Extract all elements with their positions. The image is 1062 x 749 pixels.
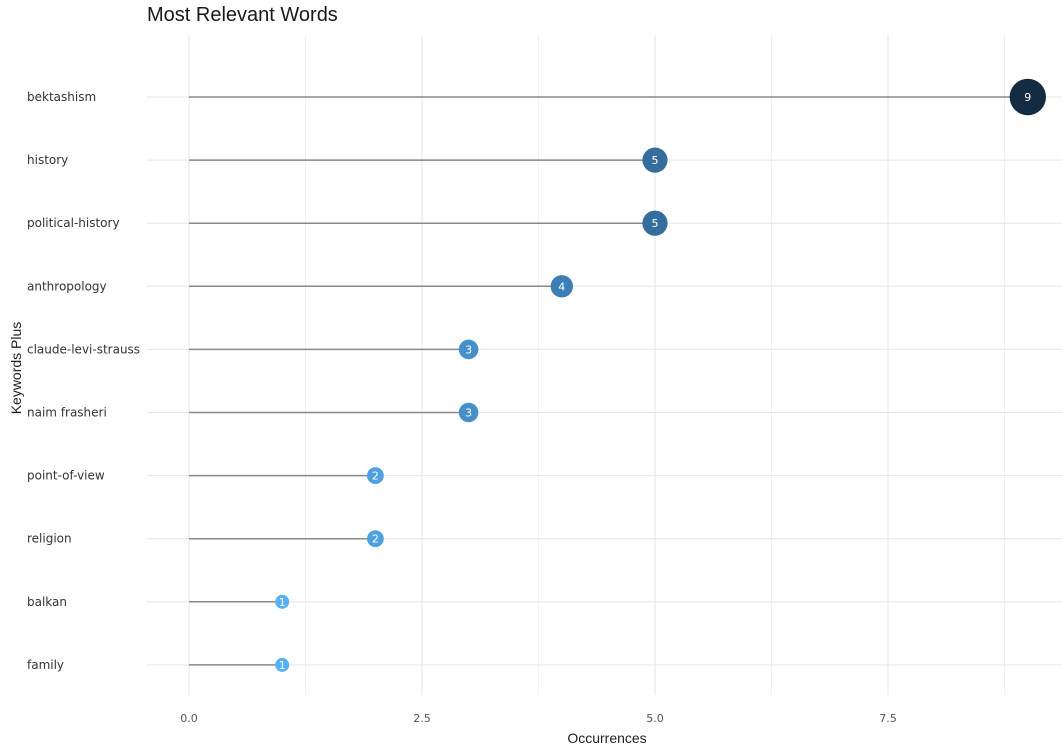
lollipop-point bbox=[1009, 78, 1046, 116]
lollipop-point bbox=[458, 339, 479, 360]
lollipop-point bbox=[275, 594, 290, 609]
category-label: balkan bbox=[27, 595, 67, 609]
lollipop-point bbox=[642, 147, 668, 173]
lollipop-points: 9 5 5 4 3 3 2 2 1 1 bbox=[275, 78, 1046, 672]
x-axis-title: Occurrences bbox=[567, 730, 646, 746]
lollipop-stems bbox=[189, 96, 1028, 666]
lollipop-point bbox=[367, 467, 384, 484]
category-label: anthropology bbox=[27, 279, 107, 293]
lollipop-point bbox=[642, 210, 668, 236]
category-label: family bbox=[27, 658, 64, 672]
data-label: 5 bbox=[652, 217, 659, 230]
category-label: bektashism bbox=[27, 90, 96, 104]
data-label: 5 bbox=[652, 154, 659, 167]
x-tick-labels: 0.0 2.5 5.0 7.5 bbox=[180, 712, 897, 725]
category-label: political-history bbox=[27, 216, 120, 230]
lollipop-point bbox=[550, 275, 573, 298]
data-label: 3 bbox=[465, 343, 472, 356]
y-axis-title: Keywords Plus bbox=[8, 322, 24, 415]
lollipop-point bbox=[275, 657, 290, 672]
data-label: 3 bbox=[465, 407, 472, 420]
data-label: 1 bbox=[279, 596, 286, 609]
x-tick-label: 5.0 bbox=[646, 712, 664, 725]
x-tick-label: 7.5 bbox=[879, 712, 897, 725]
lollipop-point bbox=[458, 402, 479, 423]
x-tick-label: 0.0 bbox=[180, 712, 198, 725]
category-label: religion bbox=[27, 532, 72, 546]
category-label: claude-levi-strauss bbox=[27, 342, 140, 356]
category-label: point-of-view bbox=[27, 469, 105, 483]
category-label: naim frasheri bbox=[27, 406, 107, 420]
chart-title: Most Relevant Words bbox=[147, 4, 338, 26]
data-label: 4 bbox=[558, 280, 565, 293]
data-label: 2 bbox=[372, 470, 379, 483]
lollipop-point bbox=[367, 530, 384, 548]
category-labels: bektashism history political-history anthro… bbox=[27, 90, 140, 672]
x-tick-label: 2.5 bbox=[413, 712, 431, 725]
data-label: 9 bbox=[1024, 91, 1031, 104]
data-label: 2 bbox=[372, 533, 379, 546]
category-label: history bbox=[27, 153, 68, 167]
data-label: 1 bbox=[279, 659, 286, 672]
